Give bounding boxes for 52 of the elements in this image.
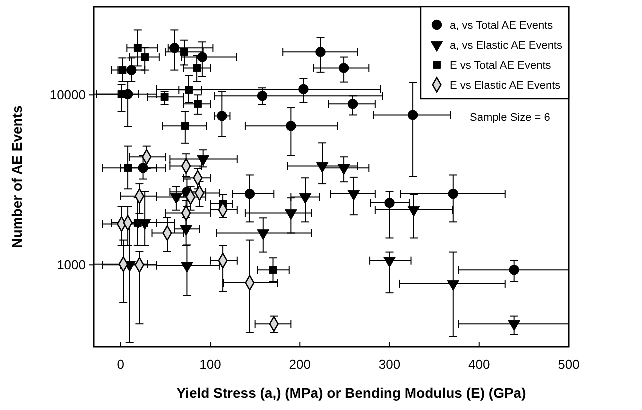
legend-label: a, vs Elastic AE Events: [450, 40, 563, 52]
y-axis-title: Number of AE Events: [9, 105, 25, 248]
point: [509, 264, 520, 276]
point: [118, 90, 126, 98]
y-tick-label: 10000: [50, 88, 86, 103]
point: [180, 48, 188, 56]
point: [299, 194, 312, 204]
x-tick-label: 300: [378, 357, 401, 372]
point: [118, 66, 127, 74]
x-tick-label: 200: [289, 357, 311, 372]
point: [384, 257, 396, 268]
point: [194, 100, 202, 108]
point: [348, 190, 360, 202]
annotation: Sample Size = 6: [470, 112, 550, 124]
point: [508, 320, 520, 332]
point: [338, 63, 350, 74]
point: [448, 188, 459, 200]
point: [408, 110, 418, 120]
x-tick-label: 500: [558, 357, 580, 372]
point: [185, 86, 193, 94]
point: [257, 230, 270, 240]
point: [124, 164, 132, 172]
x-tick-label: 0: [117, 357, 125, 372]
x-tick-label: 100: [200, 357, 222, 372]
point: [244, 188, 256, 200]
legend-label: E vs Elastic AE Events: [450, 80, 562, 92]
point: [193, 64, 202, 72]
legend-label: a, vs Total AE Events: [450, 20, 554, 32]
point: [269, 266, 278, 274]
point: [257, 90, 268, 102]
point: [408, 206, 420, 218]
point: [181, 262, 194, 273]
point: [286, 121, 296, 132]
point: [348, 99, 358, 110]
point: [217, 111, 228, 122]
point: [134, 44, 142, 52]
point: [180, 225, 192, 236]
point: [285, 210, 298, 220]
point: [197, 52, 208, 62]
x-tick-label: 400: [468, 357, 490, 372]
point: [141, 53, 150, 62]
x-axis-title: Yield Stress (a,) (MPa) or Bending Modulus (E) (GPa): [176, 385, 526, 401]
y-tick-label: 1000: [57, 258, 86, 273]
point: [316, 162, 329, 174]
point: [316, 47, 326, 58]
point: [160, 93, 169, 102]
point: [384, 198, 395, 208]
point: [170, 194, 183, 204]
legend-label: E vs Total AE Events: [450, 60, 552, 72]
point: [447, 280, 460, 292]
point: [298, 84, 309, 95]
point: [181, 122, 190, 130]
